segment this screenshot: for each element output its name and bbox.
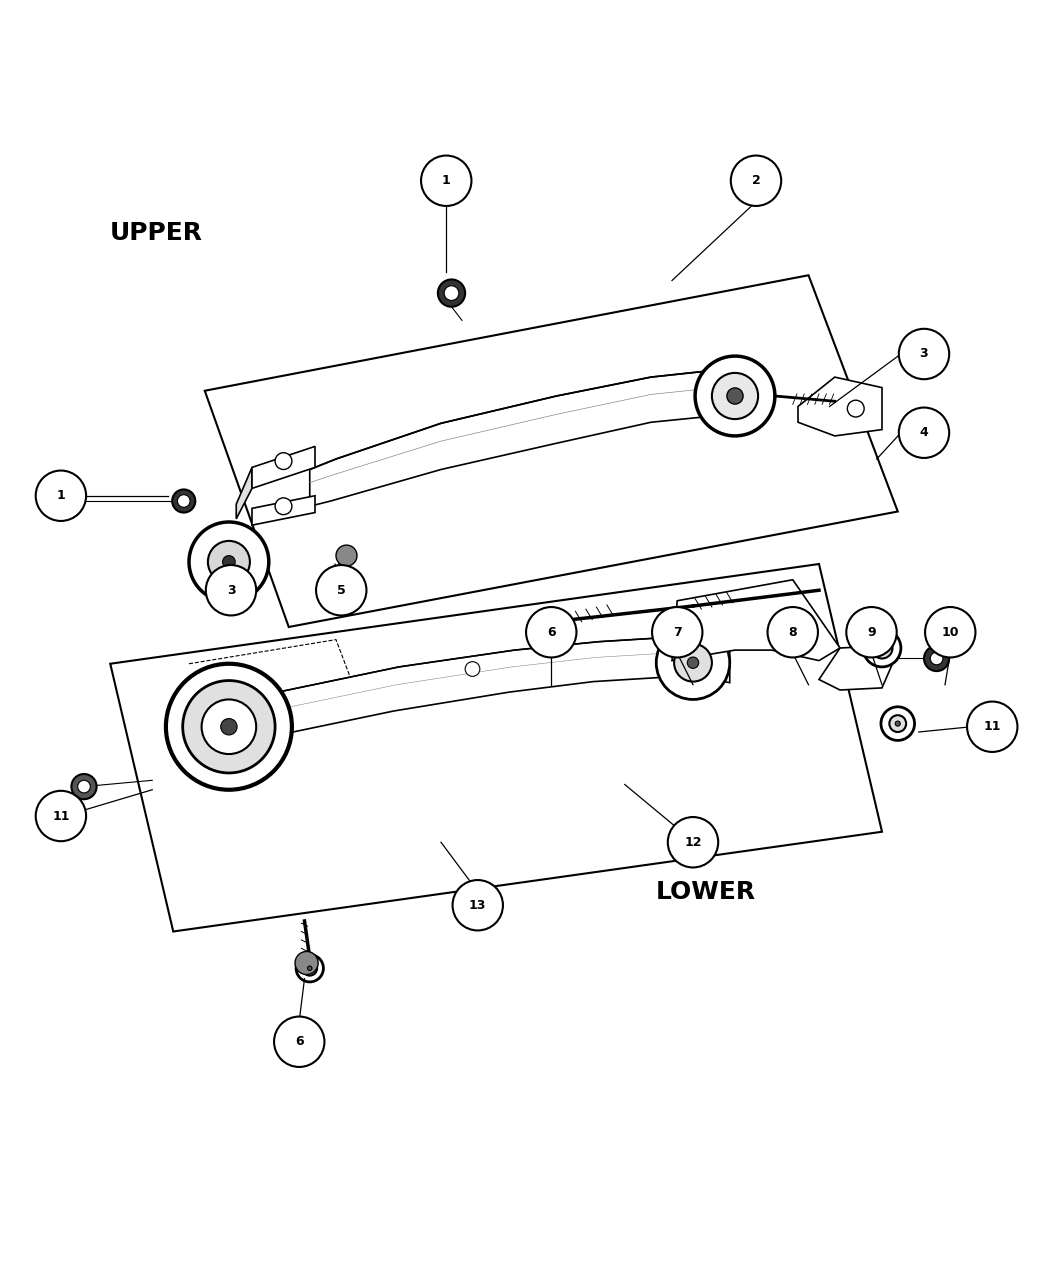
Circle shape	[896, 722, 900, 727]
Circle shape	[71, 774, 97, 799]
Circle shape	[731, 156, 781, 207]
Text: 3: 3	[227, 584, 235, 597]
Text: 11: 11	[984, 720, 1001, 733]
Text: 11: 11	[52, 810, 69, 822]
Polygon shape	[231, 638, 730, 747]
Text: 5: 5	[337, 584, 345, 597]
Polygon shape	[110, 564, 882, 932]
Circle shape	[189, 521, 269, 602]
Circle shape	[36, 470, 86, 521]
Circle shape	[652, 607, 702, 658]
Circle shape	[206, 565, 256, 616]
Circle shape	[712, 372, 758, 419]
Polygon shape	[310, 370, 766, 506]
Circle shape	[768, 607, 818, 658]
Circle shape	[879, 645, 885, 652]
Circle shape	[275, 453, 292, 469]
Circle shape	[847, 400, 864, 417]
Circle shape	[302, 961, 317, 975]
Text: UPPER: UPPER	[110, 222, 204, 245]
Circle shape	[846, 607, 897, 658]
Text: LOWER: LOWER	[656, 880, 756, 904]
Polygon shape	[236, 468, 252, 519]
Text: 1: 1	[57, 490, 65, 502]
Text: 9: 9	[867, 626, 876, 639]
Circle shape	[36, 790, 86, 842]
Polygon shape	[672, 580, 840, 660]
Circle shape	[336, 546, 357, 566]
Circle shape	[308, 966, 312, 970]
Circle shape	[899, 408, 949, 458]
Circle shape	[220, 719, 237, 734]
Circle shape	[296, 955, 323, 982]
Circle shape	[881, 706, 915, 741]
Circle shape	[688, 657, 698, 668]
Circle shape	[223, 556, 235, 569]
Polygon shape	[205, 275, 898, 627]
Circle shape	[316, 565, 366, 616]
Circle shape	[925, 607, 975, 658]
Circle shape	[465, 662, 480, 676]
Text: 7: 7	[673, 626, 681, 639]
Polygon shape	[252, 496, 315, 525]
Circle shape	[275, 497, 292, 515]
Circle shape	[863, 629, 901, 667]
Circle shape	[899, 329, 949, 379]
Circle shape	[208, 541, 250, 583]
Circle shape	[177, 495, 190, 507]
Text: 2: 2	[752, 175, 760, 187]
Circle shape	[656, 626, 730, 700]
Circle shape	[453, 880, 503, 931]
Circle shape	[438, 279, 465, 307]
Text: 4: 4	[920, 426, 928, 440]
Circle shape	[421, 156, 471, 207]
Text: 6: 6	[547, 626, 555, 639]
Text: 12: 12	[685, 835, 701, 849]
Circle shape	[727, 388, 743, 404]
Text: 6: 6	[295, 1035, 303, 1048]
Circle shape	[274, 1016, 324, 1067]
Circle shape	[967, 701, 1017, 752]
Circle shape	[183, 681, 275, 773]
Polygon shape	[798, 377, 882, 436]
Circle shape	[552, 611, 571, 630]
Text: 13: 13	[469, 899, 486, 912]
Text: 10: 10	[942, 626, 959, 639]
Circle shape	[674, 644, 712, 682]
Circle shape	[872, 638, 892, 658]
Circle shape	[695, 356, 775, 436]
Circle shape	[924, 646, 949, 671]
Text: 3: 3	[920, 348, 928, 361]
Circle shape	[889, 715, 906, 732]
Circle shape	[202, 700, 256, 754]
Polygon shape	[819, 646, 892, 690]
Circle shape	[444, 286, 459, 301]
Circle shape	[78, 780, 90, 793]
Circle shape	[295, 951, 318, 974]
Circle shape	[930, 653, 943, 664]
Circle shape	[668, 817, 718, 867]
Circle shape	[172, 490, 195, 513]
Text: 8: 8	[789, 626, 797, 639]
Circle shape	[166, 664, 292, 789]
Polygon shape	[252, 446, 315, 488]
Circle shape	[526, 607, 576, 658]
Text: 1: 1	[442, 175, 450, 187]
